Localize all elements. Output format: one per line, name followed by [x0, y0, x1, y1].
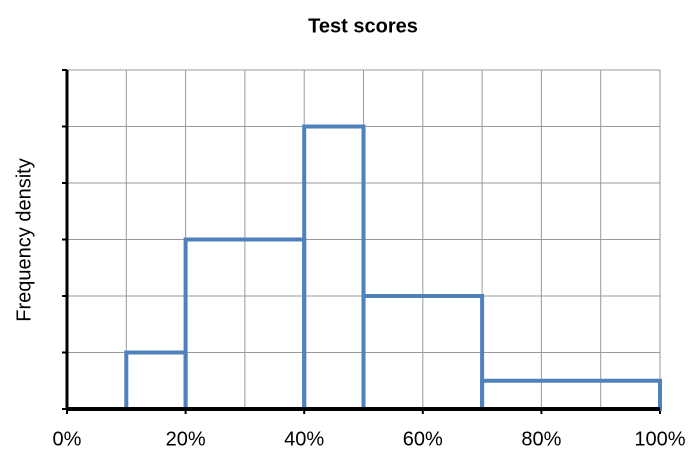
bar [124, 350, 188, 411]
x-tick-label: 20% [166, 428, 206, 450]
bar [480, 378, 662, 411]
y-axis-label: Frequency density [13, 158, 35, 321]
bar [302, 124, 366, 411]
x-tick-label: 80% [521, 428, 561, 450]
x-tick-label: 60% [403, 428, 443, 450]
x-tick-label: 100% [634, 428, 685, 450]
x-tick-label: 40% [284, 428, 324, 450]
x-tick-label: 0% [53, 428, 82, 450]
chart-title: Test scores [308, 15, 418, 37]
